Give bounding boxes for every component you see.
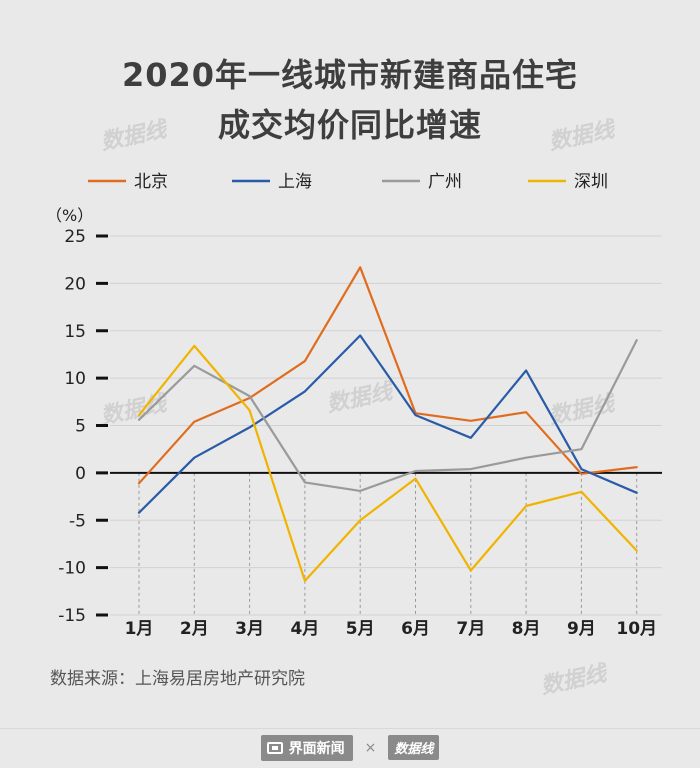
footer: 界面新闻 × 数据线 — [0, 728, 700, 767]
y-tick-label: 5 — [75, 417, 86, 437]
line-chart: 25 20 15 10 5 0 -5 -10 -15 （%） 1月 2月 3月 4月 5月 6月 7月 8月 9月 1… — [46, 172, 662, 639]
x-tick-label: 8月 — [512, 619, 541, 639]
separator: × — [364, 739, 377, 756]
x-tick-label: 1月 — [125, 619, 154, 639]
legend-label: 广州 — [428, 172, 462, 192]
legend-label: 深圳 — [574, 172, 608, 192]
partner-logo: 数据线 — [388, 735, 440, 760]
footer-divider — [0, 728, 700, 768]
data-source-note: 数据来源：上海易居房地产研究院 — [50, 669, 305, 689]
x-tick-label: 3月 — [235, 619, 264, 639]
y-tick-label: 10 — [64, 369, 86, 389]
x-tick-label: 4月 — [290, 619, 319, 639]
y-tick-label: -15 — [58, 606, 86, 626]
x-tick-label: 5月 — [346, 619, 375, 639]
x-tick-label: 10月 — [616, 619, 657, 639]
y-tick-label: 20 — [64, 274, 86, 294]
brand-name: 界面新闻 — [288, 740, 345, 757]
series-line-北京 — [137, 266, 638, 485]
series-line-上海 — [137, 334, 638, 514]
x-tick-label: 2月 — [180, 619, 209, 639]
x-tick-label: 9月 — [567, 619, 596, 639]
x-tick-label: 7月 — [456, 619, 485, 639]
brand-badge: 界面新闻 — [260, 734, 353, 761]
y-tick-label: -10 — [58, 559, 86, 579]
chart-title-line-2: 成交均价同比增速 — [217, 106, 482, 144]
y-tick-label: 0 — [75, 464, 86, 484]
legend-label: 上海 — [278, 172, 312, 192]
y-tick-label: -5 — [69, 511, 86, 531]
y-axis-label: （%） — [46, 206, 93, 225]
y-tick-label: 25 — [64, 227, 86, 247]
series-line-深圳 — [137, 344, 638, 583]
chart-title-line-1: 2020年一线城市新建商品住宅 — [121, 56, 579, 94]
legend-label: 北京 — [134, 172, 168, 192]
x-tick-label: 6月 — [401, 619, 430, 639]
screen-icon — [266, 741, 283, 754]
watermark: 数据线 — [538, 661, 609, 700]
series-line-广州 — [137, 339, 638, 492]
y-tick-label: 15 — [64, 322, 86, 342]
